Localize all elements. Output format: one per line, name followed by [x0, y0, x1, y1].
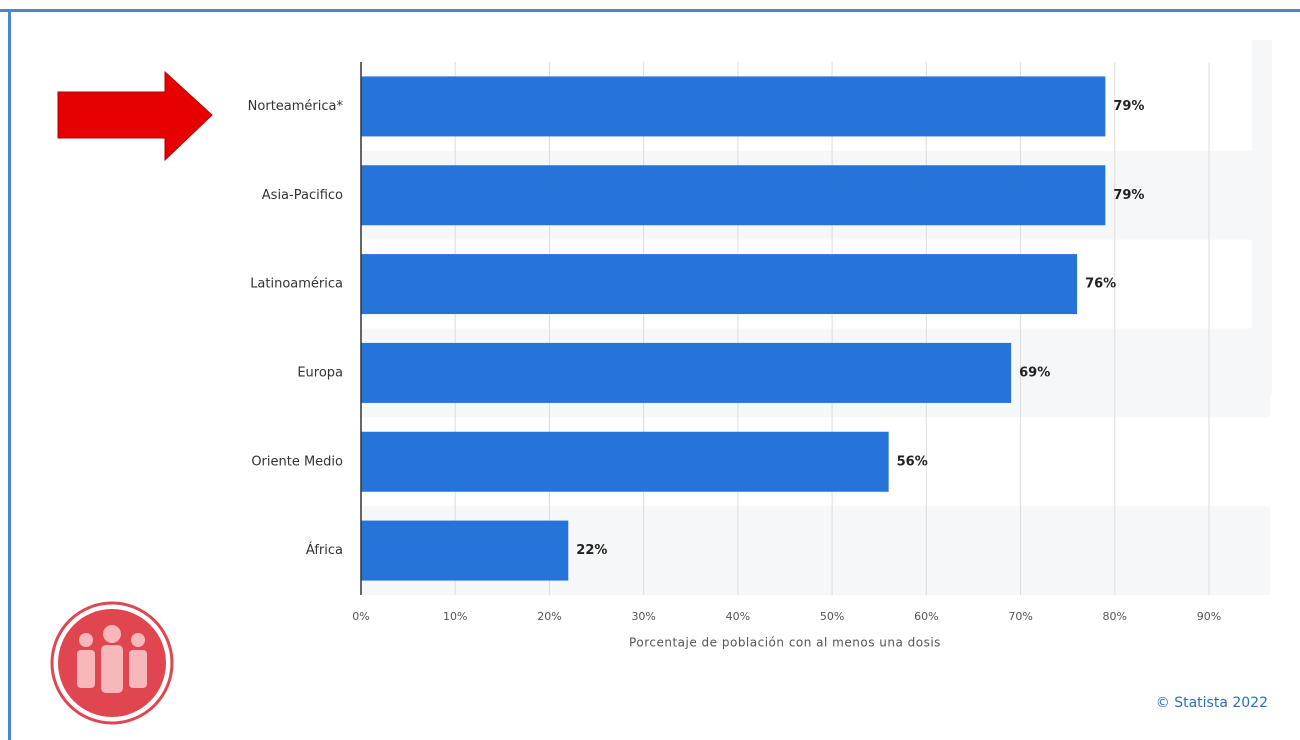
logo-person — [79, 633, 93, 647]
logo-icon — [50, 601, 174, 725]
bar — [361, 342, 1012, 403]
bar — [361, 254, 1078, 315]
y-tick-label: África — [306, 542, 343, 558]
value-label: 69% — [1019, 365, 1050, 380]
value-label: 22% — [576, 543, 607, 558]
y-tick-label: Asia-Pacifico — [262, 188, 343, 203]
source-credit: © Statista 2022 — [1156, 695, 1268, 711]
x-axis-title: Porcentaje de población con al menos una… — [629, 636, 941, 650]
logo-person — [101, 645, 123, 693]
y-tick-label: Latinoamérica — [250, 277, 343, 292]
logo-person — [131, 633, 145, 647]
frame-top — [0, 9, 1300, 12]
x-tick-label: 80% — [1103, 610, 1127, 623]
bar — [361, 165, 1106, 226]
value-label: 76% — [1085, 277, 1116, 292]
logo-person — [103, 625, 121, 643]
y-tick-label: Europa — [297, 365, 343, 380]
y-tick-label: Norteamérica* — [248, 99, 344, 114]
x-tick-label: 20% — [537, 610, 561, 623]
x-tick-label: 90% — [1197, 610, 1221, 623]
bar — [361, 431, 889, 492]
frame-left — [8, 9, 11, 740]
x-tick-label: 40% — [726, 610, 750, 623]
y-tick-label: Oriente Medio — [251, 454, 343, 469]
plot-area: 0% 10% 20% 30% 40% 50% 60% 70% 80% 90% Norteaméric… — [248, 62, 1270, 623]
value-label: 79% — [1113, 188, 1144, 203]
x-tick-label: 30% — [631, 610, 655, 623]
red-arrow — [57, 70, 213, 162]
value-label: 56% — [897, 454, 928, 469]
bar — [361, 520, 569, 581]
logo-person — [129, 650, 147, 688]
x-tick-label: 60% — [914, 610, 938, 623]
value-label: 79% — [1113, 99, 1144, 114]
logo-person — [77, 650, 95, 688]
x-tick-label: 50% — [820, 610, 844, 623]
x-tick-label: 0% — [352, 610, 369, 623]
x-tick-label: 10% — [443, 610, 467, 623]
bar — [361, 76, 1106, 137]
x-tick-label: 70% — [1008, 610, 1032, 623]
